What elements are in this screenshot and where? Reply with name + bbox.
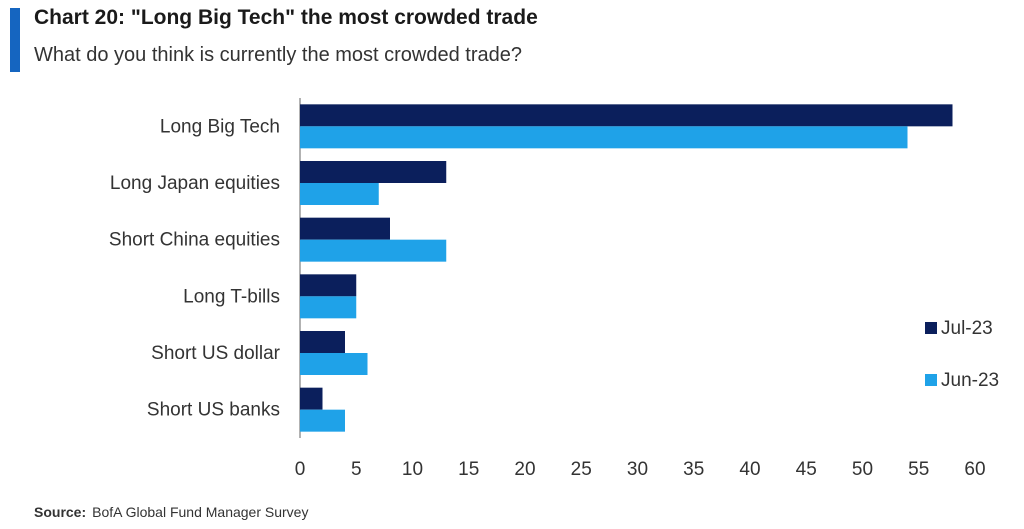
legend-swatch-jun-23 bbox=[925, 374, 937, 386]
category-label: Short US banks bbox=[147, 400, 280, 421]
chart-title: Chart 20: "Long Big Tech" the most crowd… bbox=[34, 6, 538, 29]
x-tick-label: 0 bbox=[295, 459, 306, 480]
legend-swatch-jul-23 bbox=[925, 322, 937, 334]
bar-jul-23-2 bbox=[300, 217, 390, 240]
source-note: Source: BofA Global Fund Manager Survey bbox=[34, 504, 308, 520]
bar-jul-23-4 bbox=[300, 331, 345, 353]
x-tick-label: 30 bbox=[627, 459, 648, 480]
category-label: Long T-bills bbox=[183, 286, 280, 307]
x-tick-label: 40 bbox=[739, 459, 760, 480]
x-tick-label: 50 bbox=[852, 459, 873, 480]
bar-jun-23-3 bbox=[300, 296, 357, 319]
bar-jun-23-0 bbox=[300, 126, 908, 149]
x-tick-label: 25 bbox=[571, 459, 592, 480]
source-text: BofA Global Fund Manager Survey bbox=[92, 504, 309, 520]
category-label: Short US dollar bbox=[151, 343, 281, 364]
title-accent-bar bbox=[10, 8, 20, 72]
x-tick-label: 20 bbox=[514, 459, 535, 480]
bar-jul-23-3 bbox=[300, 274, 357, 297]
x-tick-label: 55 bbox=[908, 459, 929, 480]
x-tick-label: 10 bbox=[402, 459, 423, 480]
bar-jul-23-5 bbox=[300, 387, 323, 410]
x-tick-label: 45 bbox=[796, 459, 817, 480]
category-label: Short China equities bbox=[109, 230, 280, 251]
bar-jul-23-1 bbox=[300, 161, 447, 183]
bar-jun-23-5 bbox=[300, 409, 345, 432]
bar-jun-23-2 bbox=[300, 239, 447, 262]
legend-label-jul-23: Jul-23 bbox=[941, 318, 993, 339]
x-tick-label: 15 bbox=[458, 459, 479, 480]
x-tick-label: 35 bbox=[683, 459, 704, 480]
x-tick-label: 60 bbox=[964, 459, 985, 480]
legend-label-jun-23: Jun-23 bbox=[941, 370, 999, 391]
bar-jun-23-4 bbox=[300, 353, 368, 375]
source-label: Source: bbox=[34, 504, 87, 520]
bar-jul-23-0 bbox=[300, 104, 953, 127]
bar-jun-23-1 bbox=[300, 183, 379, 205]
category-label: Long Japan equities bbox=[110, 173, 280, 194]
x-tick-label: 5 bbox=[351, 459, 362, 480]
chart-subtitle: What do you think is currently the most … bbox=[34, 44, 523, 66]
category-label: Long Big Tech bbox=[160, 116, 280, 137]
